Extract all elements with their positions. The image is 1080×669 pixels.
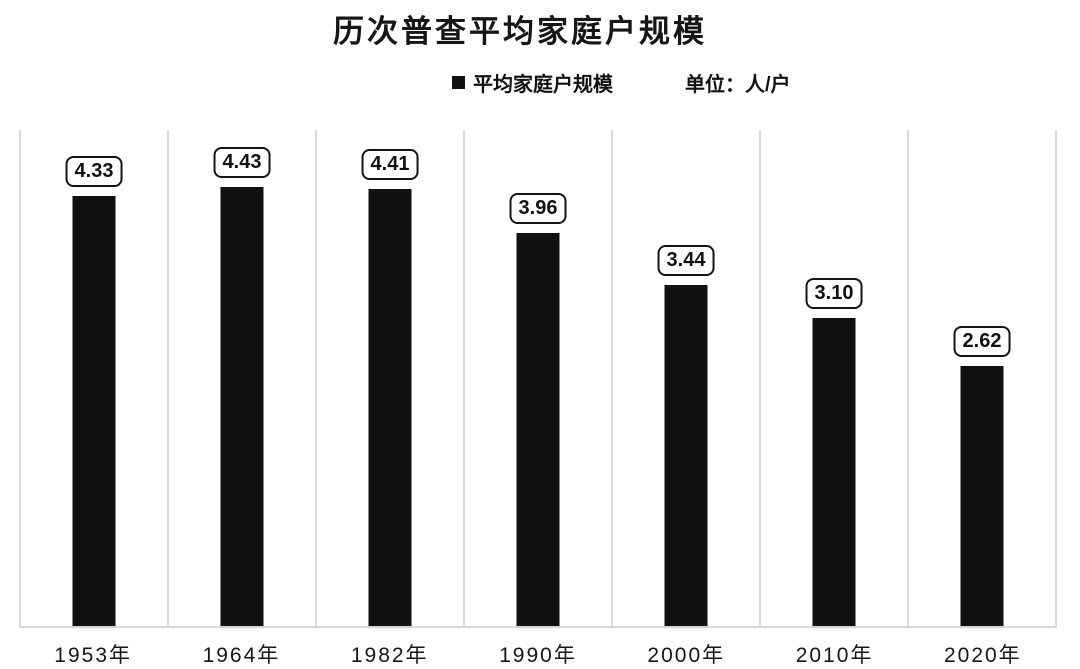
bar-value-label: 3.96 — [509, 193, 567, 224]
chart-column: 4.33 — [19, 130, 167, 626]
chart-column: 3.96 — [463, 130, 611, 626]
chart-column: 3.44 — [611, 130, 759, 626]
bar-value-label: 4.41 — [361, 149, 419, 180]
bar-value-label: 4.33 — [65, 156, 123, 187]
chart-column: 4.43 — [167, 130, 315, 626]
bar — [516, 233, 560, 626]
legend-square-icon — [452, 76, 465, 89]
chart-column: 4.41 — [315, 130, 463, 626]
x-axis-label: 2010年 — [795, 644, 874, 667]
legend-item: 平均家庭户规模 — [452, 68, 613, 97]
x-axis-label: 2020年 — [943, 644, 1022, 667]
chart-title: 历次普查平均家庭户规模 — [333, 14, 707, 49]
bar-value-label: 3.44 — [657, 245, 715, 276]
bar — [812, 318, 856, 626]
bar-value-label: 3.10 — [805, 278, 863, 309]
plot-area: 4.33 4.43 4.41 3.96 3.44 3.10 2.62 — [19, 130, 1057, 628]
x-axis-label: 2000年 — [647, 644, 726, 667]
x-axis-labels: 1953年 1964年 1982年 1990年 2000年 2010年 2020年 — [19, 639, 1057, 669]
bar — [664, 285, 708, 626]
x-axis-label: 1990年 — [499, 644, 577, 667]
x-axis-label: 1953年 — [54, 644, 132, 667]
chart-column: 3.10 — [759, 130, 907, 626]
x-axis-label: 1964年 — [202, 644, 281, 667]
bar — [72, 196, 116, 626]
bar — [960, 366, 1004, 626]
bar-value-label: 2.62 — [953, 326, 1011, 357]
bar-value-label: 4.43 — [213, 147, 271, 178]
chart-column: 2.62 — [907, 130, 1055, 626]
legend-label: 平均家庭户规模 — [473, 74, 613, 96]
x-axis-label: 1982年 — [350, 644, 429, 667]
bar — [368, 189, 412, 626]
unit-label: 单位：人/户 — [685, 74, 791, 96]
bar — [220, 187, 264, 626]
